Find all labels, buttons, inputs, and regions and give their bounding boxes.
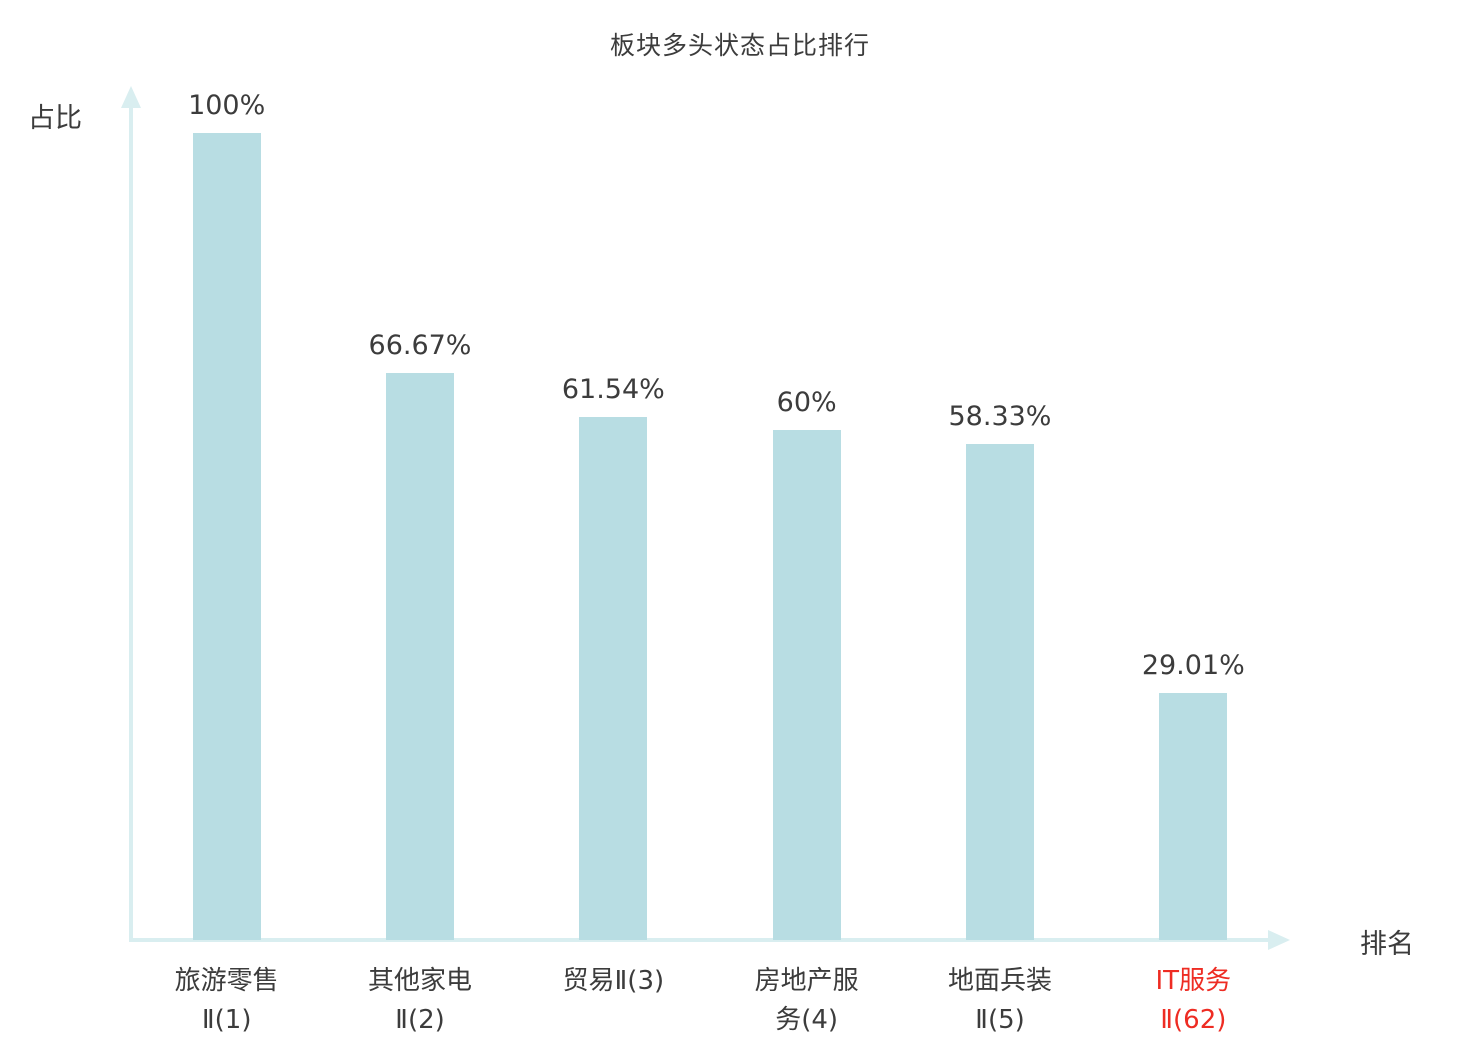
bar-group: 29.01%: [1097, 90, 1290, 940]
bar-value-label: 61.54%: [561, 373, 665, 405]
bar-group: 58.33%: [903, 90, 1096, 940]
bar: [385, 373, 454, 940]
bar-value-label: 60%: [776, 387, 837, 418]
bar-value-label: 100%: [188, 90, 266, 121]
category-labels: 旅游零售 Ⅱ(1) 其他家电 Ⅱ(2) 贸易Ⅱ(3) 房地产服 务(4) 地面兵装 Ⅱ(5) IT…: [130, 962, 1290, 1040]
bar-value-label: 66.67%: [368, 330, 472, 362]
category-label: 贸易Ⅱ(3): [562, 966, 665, 996]
bar: [192, 133, 261, 940]
category-label: IT服务 Ⅱ(62): [1155, 966, 1232, 1035]
bar-value-label: 58.33%: [948, 401, 1052, 433]
bar: [1159, 693, 1228, 940]
chart-title: 板块多头状态占比排行: [609, 31, 870, 60]
bar-group: 66.67%: [323, 90, 516, 940]
bar: [579, 416, 648, 940]
category-label: 地面兵装 Ⅱ(5): [947, 966, 1052, 1035]
y-axis-label: 占比: [28, 103, 82, 134]
bar: [965, 444, 1034, 940]
category-label: 旅游零售 Ⅱ(1): [174, 966, 279, 1035]
bar: [772, 430, 841, 940]
bar-group: 60%: [710, 90, 903, 940]
y-axis-arrow-icon: [121, 86, 141, 108]
bar-value-label: 29.01%: [1141, 650, 1245, 682]
x-axis-label: 排名: [1360, 929, 1414, 960]
category-label: 其他家电 Ⅱ(2): [367, 966, 472, 1035]
bar-group: 100%: [130, 90, 323, 940]
bar-group: 61.54%: [517, 90, 710, 940]
x-axis-arrow-icon: [1268, 930, 1290, 950]
category-label: 房地产服 务(4): [754, 966, 859, 1035]
bars-area: 100% 66.67% 61.54% 60% 58.33% 29.01%: [130, 90, 1290, 940]
